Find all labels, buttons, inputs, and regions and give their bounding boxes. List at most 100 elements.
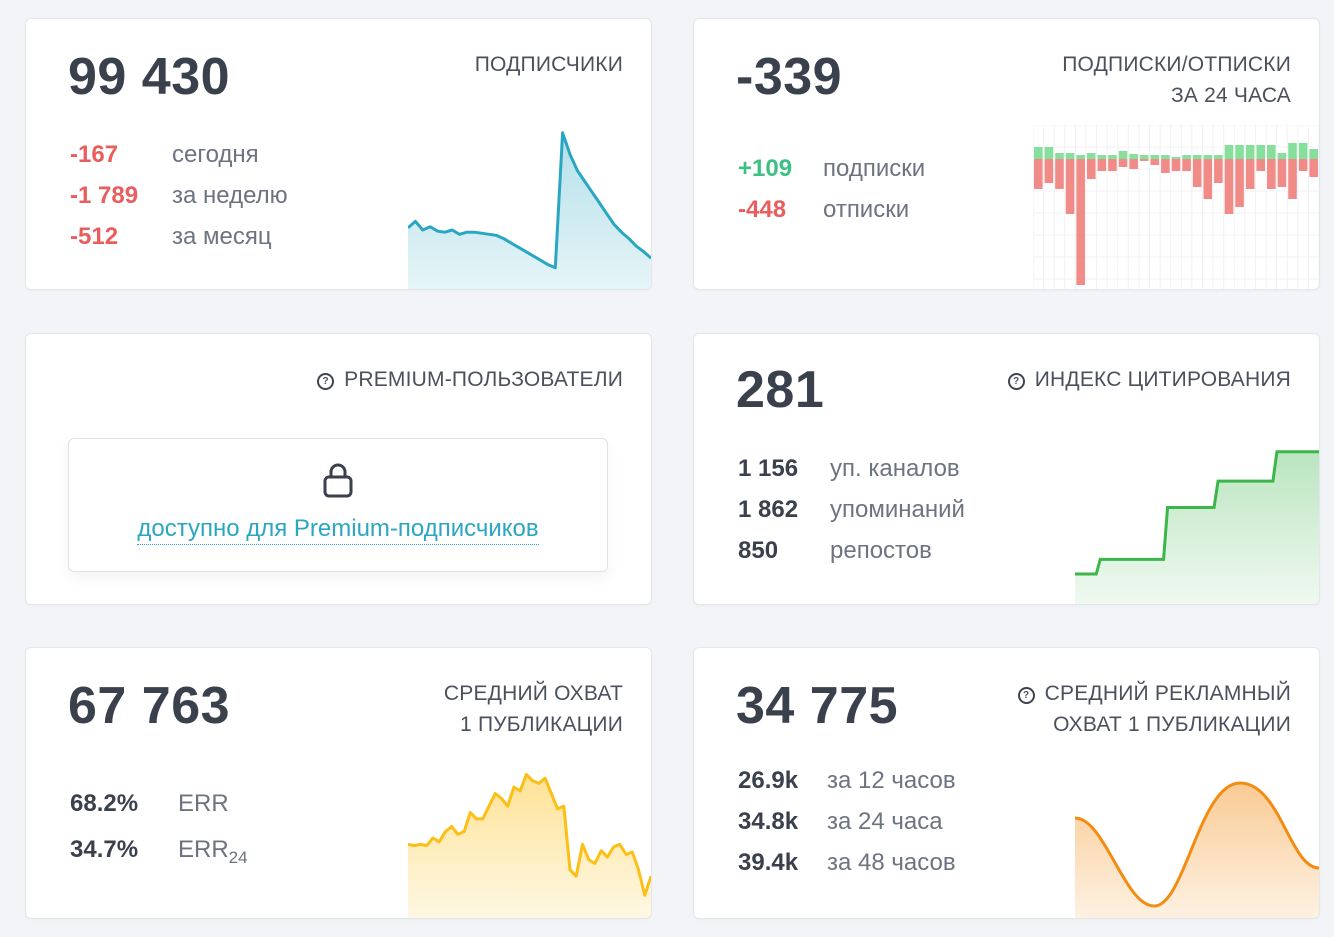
bar-unsubscriptions — [1055, 159, 1064, 189]
bar-subscriptions — [1235, 145, 1244, 159]
ad-reach-title: ? СРЕДНИЙ РЕКЛАМНЫЙ ОХВАТ 1 ПУБЛИКАЦИИ — [1017, 678, 1291, 740]
citation-title: ? ИНДЕКС ЦИТИРОВАНИЯ — [1007, 364, 1291, 395]
err24-label: ERR24 — [178, 836, 248, 868]
bar-unsubscriptions — [1171, 159, 1181, 171]
bar-unsubscriptions — [1097, 159, 1107, 171]
bar-unsubscriptions — [1192, 159, 1202, 187]
reach-line — [408, 772, 651, 897]
bar-unsubscriptions — [1182, 159, 1191, 171]
ad-reach-line — [1075, 781, 1319, 908]
err24-label-text: ERR — [178, 836, 229, 863]
bar-subscriptions — [1086, 153, 1096, 159]
bar-unsubscriptions — [1203, 159, 1213, 199]
mentions-value: 1 862 — [738, 496, 799, 523]
subscribers-total: 99 430 — [68, 48, 231, 106]
reposts-label: репостов — [830, 537, 932, 564]
citation-card[interactable]: 281 ? ИНДЕКС ЦИТИРОВАНИЯ 1 156 уп. канало… — [693, 333, 1320, 605]
bar-subscriptions — [1203, 155, 1213, 159]
bar-subscriptions — [1182, 155, 1191, 159]
subs24-total: -339 — [736, 48, 843, 106]
bar-unsubscriptions — [1288, 159, 1297, 199]
bar-unsubscriptions — [1129, 159, 1138, 169]
subscribers-card[interactable]: 99 430 ПОДПИСЧИКИ -167 сегодня -1 789 за… — [25, 18, 652, 290]
premium-title-text: PREMIUM-ПОЛЬЗОВАТЕЛИ — [344, 368, 623, 391]
reach-area — [408, 774, 651, 918]
ad-reach-card[interactable]: 34 775 ? СРЕДНИЙ РЕКЛАМНЫЙ ОХВАТ 1 ПУБЛИК… — [693, 647, 1320, 919]
bar-unsubscriptions — [1256, 159, 1266, 171]
help-icon[interactable]: ? — [1007, 373, 1025, 390]
bar-unsubscriptions — [1309, 159, 1318, 177]
bar-unsubscriptions — [1076, 159, 1085, 285]
premium-title: ? PREMIUM-ПОЛЬЗОВАТЕЛИ — [317, 364, 623, 395]
bar-subscriptions — [1108, 155, 1117, 159]
bar-unsubscriptions — [1267, 159, 1276, 189]
ad-reach-area — [1075, 783, 1319, 918]
mentions-label: упоминаний — [830, 496, 965, 523]
unsubscriptions-value: -448 — [738, 196, 787, 223]
bar-subscriptions — [1245, 145, 1255, 159]
subscriptions-label: подписки — [823, 155, 926, 182]
bar-subscriptions — [1277, 153, 1287, 159]
ad-24h-label: за 24 часа — [827, 808, 943, 835]
bar-subscriptions — [1065, 153, 1075, 159]
bar-subscriptions — [1034, 147, 1043, 159]
bar-subscriptions — [1161, 155, 1170, 159]
bar-subscriptions — [1298, 143, 1308, 159]
channels-label: уп. каналов — [830, 455, 960, 482]
ad-24h-value: 34.8k — [738, 808, 799, 835]
month-label: за месяц — [172, 223, 272, 250]
bar-unsubscriptions — [1214, 159, 1223, 183]
subs24-card[interactable]: -339 ПОДПИСКИ/ОТПИСКИ ЗА 24 ЧАСА +109 по… — [693, 18, 1320, 290]
help-icon[interactable]: ? — [317, 373, 335, 390]
ad-reach-title-line2: ОХВАТ 1 ПУБЛИКАЦИИ — [1053, 713, 1291, 736]
err-label: ERR — [178, 790, 229, 817]
bar-subscriptions — [1309, 149, 1318, 159]
bar-unsubscriptions — [1065, 159, 1075, 214]
bar-unsubscriptions — [1034, 159, 1043, 189]
reach-total: 67 763 — [68, 677, 231, 735]
err24-value: 34.7% — [70, 836, 139, 863]
channels-value: 1 156 — [738, 455, 799, 482]
bar-subscriptions — [1171, 157, 1181, 159]
reach-card[interactable]: 67 763 СРЕДНИЙ ОХВАТ 1 ПУБЛИКАЦИИ 68.2% … — [25, 647, 652, 919]
err24-sub: 24 — [228, 847, 248, 867]
subscribers-title: ПОДПИСЧИКИ — [474, 53, 623, 76]
bar-unsubscriptions — [1245, 159, 1255, 189]
help-icon[interactable]: ? — [1017, 687, 1035, 704]
premium-card[interactable]: ? PREMIUM-ПОЛЬЗОВАТЕЛИ доступно для Premi… — [25, 333, 652, 605]
citation-step-chart — [1075, 450, 1319, 604]
subscribers-sparkline — [408, 131, 651, 289]
bar-subscriptions — [1214, 155, 1223, 159]
err-value: 68.2% — [70, 790, 139, 817]
ad-reach-total: 34 775 — [736, 677, 899, 735]
ad-12h-label: за 12 часов — [827, 767, 956, 794]
reposts-value: 850 — [738, 537, 779, 564]
subscriptions-value: +109 — [738, 155, 793, 182]
subs24-title-line1: ПОДПИСКИ/ОТПИСКИ — [1062, 53, 1291, 76]
bar-unsubscriptions — [1086, 159, 1096, 179]
bar-subscriptions — [1267, 145, 1276, 159]
bar-subscriptions — [1055, 153, 1064, 159]
bar-subscriptions — [1192, 155, 1202, 159]
subs24-title: ПОДПИСКИ/ОТПИСКИ ЗА 24 ЧАСА — [1062, 49, 1291, 111]
bar-subscriptions — [1118, 151, 1128, 159]
premium-link[interactable]: доступно для Premium-подписчиков — [69, 515, 607, 545]
reach-title-line1: СРЕДНИЙ ОХВАТ — [443, 682, 623, 705]
month-value: -512 — [70, 223, 119, 250]
bar-unsubscriptions — [1118, 159, 1128, 167]
bar-subscriptions — [1224, 145, 1234, 159]
bar-unsubscriptions — [1150, 159, 1160, 165]
premium-link-text[interactable]: доступно для Premium-подписчиков — [137, 515, 539, 545]
bar-subscriptions — [1097, 155, 1107, 159]
bar-subscriptions — [1150, 155, 1160, 159]
bar-unsubscriptions — [1161, 159, 1170, 173]
subs24-bar-chart — [1033, 125, 1319, 289]
ad-48h-label: за 48 часов — [827, 849, 956, 876]
ad-48h-value: 39.4k — [738, 849, 799, 876]
subscribers-area — [408, 132, 651, 289]
reach-title-line2: 1 ПУБЛИКАЦИИ — [460, 713, 623, 736]
ad-reach-title-line1: СРЕДНИЙ РЕКЛАМНЫЙ — [1044, 682, 1291, 705]
citation-area — [1075, 451, 1319, 604]
bar-subscriptions — [1129, 154, 1138, 159]
bar-unsubscriptions — [1139, 159, 1149, 161]
